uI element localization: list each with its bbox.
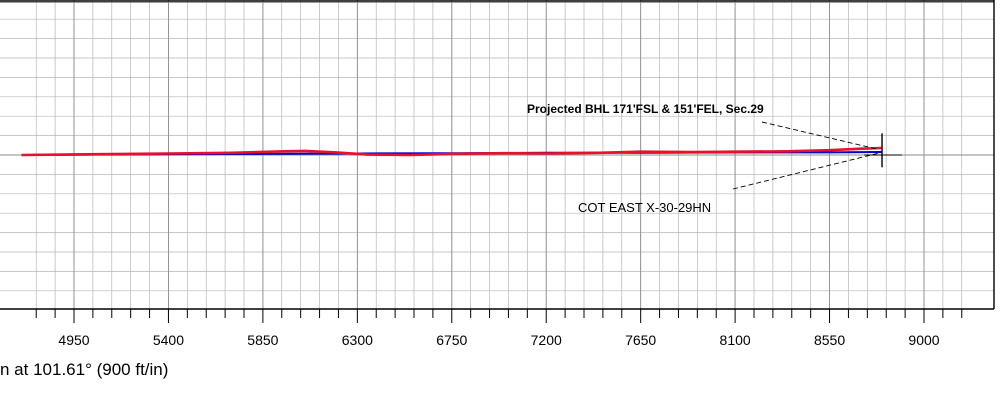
actual-wellbore-line [21, 146, 883, 157]
x-axis-ticks [35, 309, 963, 323]
x-tick-label: 5400 [153, 332, 184, 348]
leader-well-name [732, 152, 879, 190]
x-tick-label: 8550 [814, 332, 845, 348]
scale-caption: n at 101.61° (900 ft/in) [0, 360, 169, 379]
x-tick-label: 6300 [342, 332, 373, 348]
x-tick-label: 8100 [720, 332, 751, 348]
x-tick-label: 6750 [436, 332, 467, 348]
x-tick-label: 9000 [908, 332, 939, 348]
plot-frame [0, 0, 995, 310]
x-tick-label: 5850 [247, 332, 278, 348]
x-tick-label: 4950 [58, 332, 89, 348]
annotation-leaders [732, 121, 879, 190]
wellbore-series [21, 146, 883, 157]
annotation-well-name: COT EAST X-30-29HN [578, 200, 711, 215]
annotation-projected-bhl: Projected BHL 171'FSL & 151'FEL, Sec.29 [527, 102, 764, 116]
x-tick-label: 7200 [531, 332, 562, 348]
target-marker [864, 133, 903, 168]
x-tick-label: 7650 [625, 332, 656, 348]
x-axis-tick-labels: 4950 5400 5850 6300 6750 7200 7650 8100 8550 9000 [58, 332, 939, 348]
leader-projected-bhl [761, 121, 879, 150]
